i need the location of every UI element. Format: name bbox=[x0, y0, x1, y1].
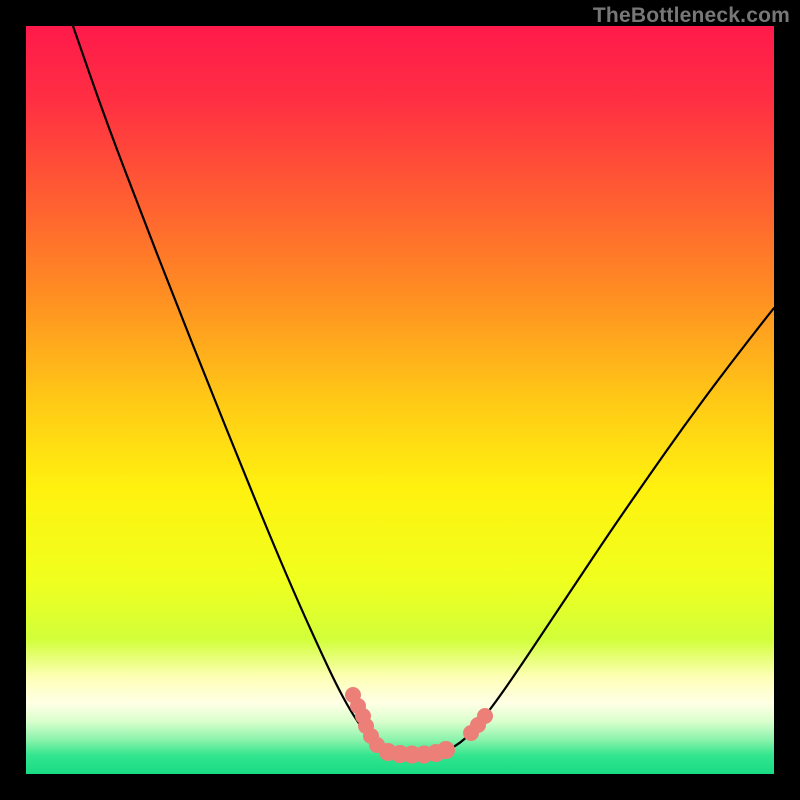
plot-area bbox=[26, 26, 774, 774]
chart-frame: TheBottleneck.com bbox=[0, 0, 800, 800]
chart-svg bbox=[26, 26, 774, 774]
highlight-dot bbox=[477, 708, 493, 724]
gradient-background bbox=[26, 26, 774, 774]
watermark-text: TheBottleneck.com bbox=[593, 4, 790, 28]
highlight-dot bbox=[437, 741, 455, 759]
